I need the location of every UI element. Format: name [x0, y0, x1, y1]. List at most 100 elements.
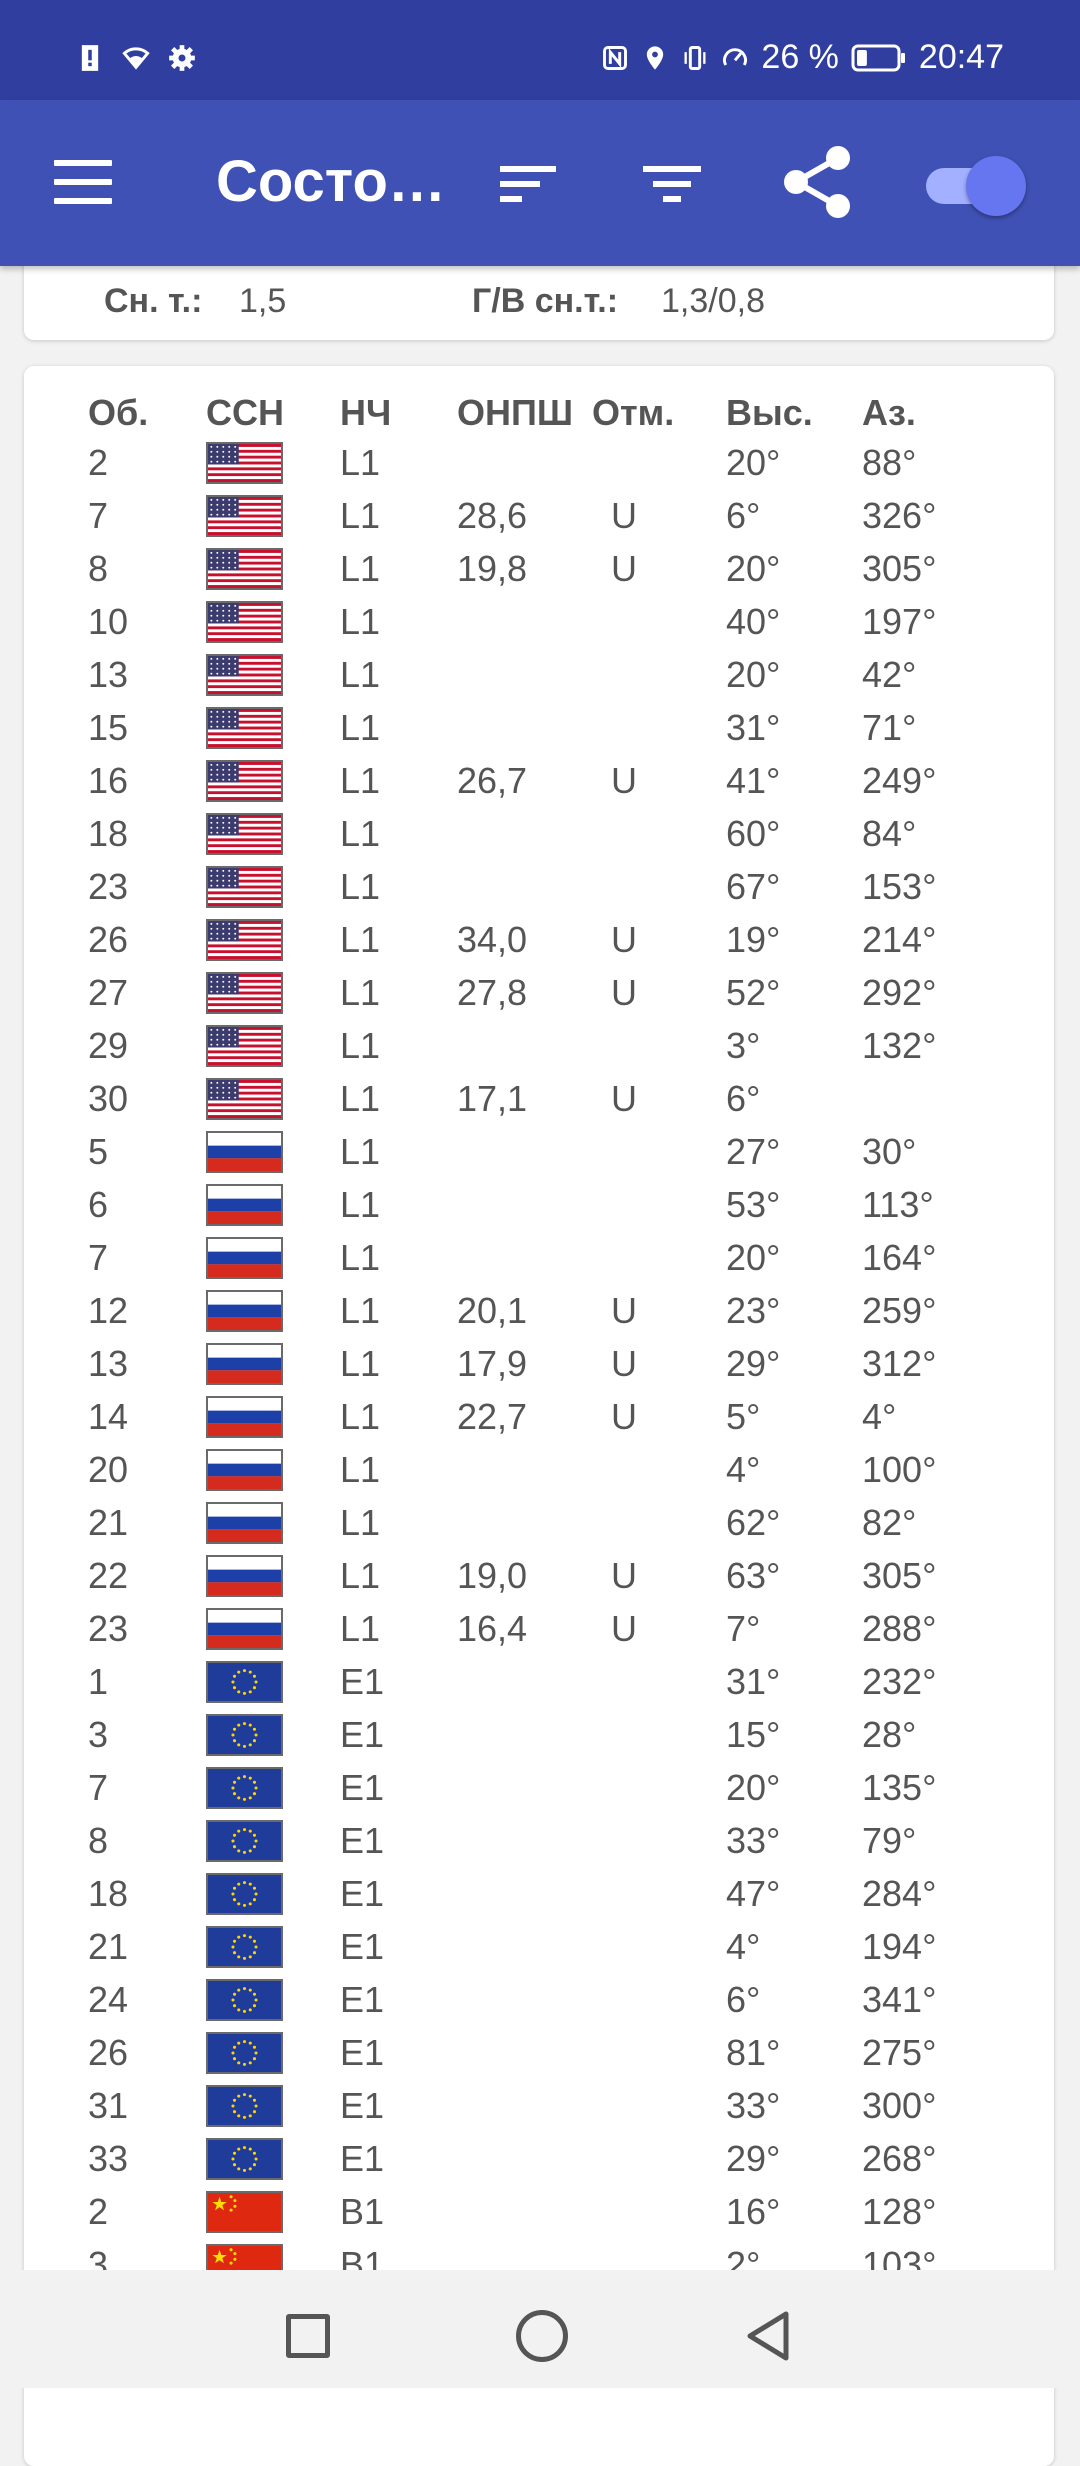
- snr-value: 28,6: [457, 495, 528, 536]
- elevation: 6°: [726, 1979, 761, 2020]
- table-row: 33 E1 29° 268°: [24, 2134, 1054, 2187]
- azimuth: 82°: [862, 1502, 917, 1543]
- azimuth: 249°: [862, 760, 937, 801]
- header-id: Об.: [88, 392, 149, 433]
- mark: U: [611, 919, 637, 960]
- elevation: 29°: [726, 2138, 781, 2179]
- satellite-id: 18: [88, 813, 129, 854]
- sort-icon[interactable]: [500, 162, 558, 206]
- elevation: 20°: [726, 654, 781, 695]
- table-row: 30 L1 17,1 U 6°: [24, 1074, 1054, 1127]
- russia-flag-icon: [206, 1555, 283, 1597]
- band: L1: [340, 442, 381, 483]
- band: L1: [340, 1290, 381, 1331]
- satellite-id: 8: [88, 1820, 109, 1861]
- satellite-id: 20: [88, 1449, 129, 1490]
- table-row: 1 E1 31° 232°: [24, 1657, 1054, 1710]
- elevation: 16°: [726, 2191, 781, 2232]
- elevation: 29°: [726, 1343, 781, 1384]
- usa-flag-icon: [206, 654, 283, 696]
- table-row: 13 L1 17,9 U 29° 312°: [24, 1339, 1054, 1392]
- azimuth: 259°: [862, 1290, 937, 1331]
- elevation: 27°: [726, 1131, 781, 1172]
- elevation: 20°: [726, 1767, 781, 1808]
- satellite-id: 26: [88, 2032, 129, 2073]
- table-row: 5 L1 27° 30°: [24, 1127, 1054, 1180]
- settings-gear-icon: [169, 45, 195, 71]
- band: L1: [340, 548, 381, 589]
- usa-flag-icon: [206, 707, 283, 749]
- elevation: 4°: [726, 1926, 761, 1967]
- satellite-table-card: Об. ССН НЧ ОНПШ Отм. Выс. Аз. 2 L1 20° 88° 7…: [24, 366, 1054, 2466]
- satellite-id: 29: [88, 1025, 129, 1066]
- usa-flag-icon: [206, 1078, 283, 1120]
- elevation: 47°: [726, 1873, 781, 1914]
- band: L1: [340, 866, 381, 907]
- azimuth: 305°: [862, 548, 937, 589]
- back-triangle-icon[interactable]: [742, 2310, 794, 2362]
- usa-flag-icon: [206, 442, 283, 484]
- eu-flag-icon: [206, 1979, 283, 2021]
- eu-flag-icon: [206, 1820, 283, 1862]
- band: E1: [340, 1926, 385, 1967]
- table-row: 21 L1 62° 82°: [24, 1498, 1054, 1551]
- elevation: 31°: [726, 1661, 781, 1702]
- snt-label: Сн. т.:: [104, 282, 203, 320]
- table-row: 18 L1 60° 84°: [24, 809, 1054, 862]
- satellite-id: 31: [88, 2085, 129, 2126]
- vibrate-icon: [684, 45, 706, 70]
- satellite-id: 30: [88, 1078, 129, 1119]
- satellite-id: 16: [88, 760, 129, 801]
- eu-flag-icon: [206, 1714, 283, 1756]
- band: E1: [340, 2138, 385, 2179]
- azimuth: 300°: [862, 2085, 937, 2126]
- band: L1: [340, 601, 381, 642]
- satellite-id: 2: [88, 2191, 109, 2232]
- band: L1: [340, 972, 381, 1013]
- table-row: 18 E1 47° 284°: [24, 1869, 1054, 1922]
- satellite-id: 5: [88, 1131, 109, 1172]
- azimuth: 197°: [862, 601, 937, 642]
- table-row: 3 E1 15° 28°: [24, 1710, 1054, 1763]
- satellite-id: 7: [88, 1767, 109, 1808]
- band: L1: [340, 1449, 381, 1490]
- battery-icon: [851, 44, 905, 71]
- table-row: 26 E1 81° 275°: [24, 2028, 1054, 2081]
- band: L1: [340, 1396, 381, 1437]
- azimuth: 268°: [862, 2138, 937, 2179]
- band: L1: [340, 1184, 381, 1225]
- table-row: 20 L1 4° 100°: [24, 1445, 1054, 1498]
- elevation: 6°: [726, 495, 761, 536]
- satellite-id: 21: [88, 1926, 129, 1967]
- gv-value: 1,3/0,8: [661, 282, 765, 320]
- usa-flag-icon: [206, 972, 283, 1014]
- russia-flag-icon: [206, 1608, 283, 1650]
- band: E1: [340, 1661, 385, 1702]
- azimuth: 100°: [862, 1449, 937, 1490]
- table-row: 2 B1 16° 128°: [24, 2187, 1054, 2240]
- usa-flag-icon: [206, 919, 283, 961]
- mark: U: [611, 495, 637, 536]
- table-row: 8 E1 33° 79°: [24, 1816, 1054, 1869]
- toggle-switch[interactable]: [926, 156, 1030, 216]
- usa-flag-icon: [206, 548, 283, 590]
- eu-flag-icon: [206, 2138, 283, 2180]
- home-circle-icon[interactable]: [516, 2310, 568, 2362]
- elevation: 5°: [726, 1396, 761, 1437]
- azimuth: 341°: [862, 1979, 937, 2020]
- band: B1: [340, 2191, 385, 2232]
- filter-icon[interactable]: [643, 162, 701, 206]
- azimuth: 79°: [862, 1820, 917, 1861]
- table-row: 13 L1 20° 42°: [24, 650, 1054, 703]
- russia-flag-icon: [206, 1131, 283, 1173]
- share-icon[interactable]: [780, 144, 854, 220]
- band: E1: [340, 1979, 385, 2020]
- elevation: 60°: [726, 813, 781, 854]
- satellite-id: 13: [88, 654, 129, 695]
- elevation: 81°: [726, 2032, 781, 2073]
- recents-square-icon[interactable]: [286, 2314, 330, 2358]
- menu-icon[interactable]: [54, 160, 112, 204]
- mark: U: [611, 548, 637, 589]
- satellite-id: 15: [88, 707, 129, 748]
- elevation: 20°: [726, 442, 781, 483]
